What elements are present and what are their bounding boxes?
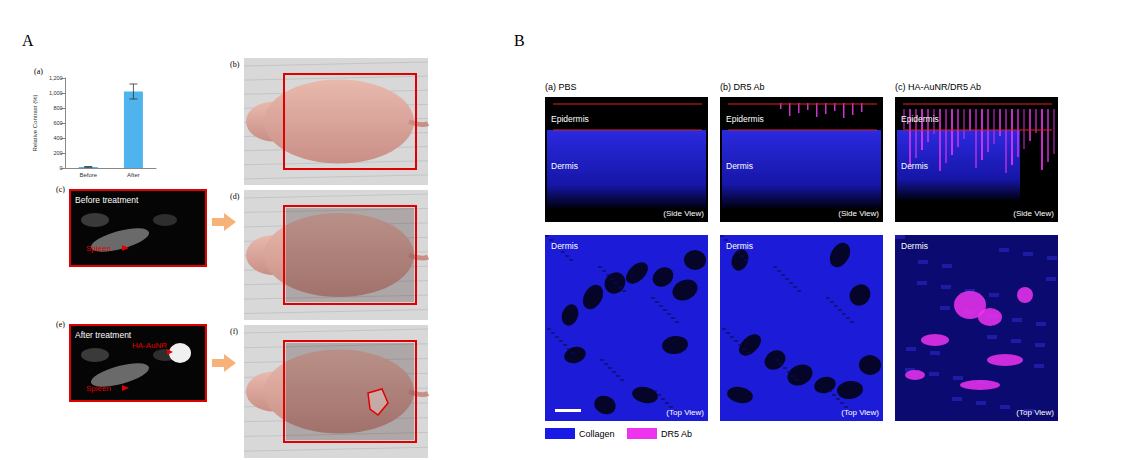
svg-text:(b) DR5 Ab: (b) DR5 Ab xyxy=(720,82,765,92)
svg-text:Before: Before xyxy=(79,172,97,178)
svg-text:600: 600 xyxy=(53,120,62,126)
svg-text:After: After xyxy=(127,172,140,178)
svg-text:(f): (f) xyxy=(230,327,238,336)
svg-text:Collagen: Collagen xyxy=(579,429,615,439)
svg-text:(a): (a) xyxy=(34,67,43,76)
svg-text:0: 0 xyxy=(60,165,63,171)
svg-text:(b): (b) xyxy=(230,60,240,69)
svg-text:(c) HA-AuNR/DR5 Ab: (c) HA-AuNR/DR5 Ab xyxy=(895,82,981,92)
svg-text:200: 200 xyxy=(53,150,62,156)
svg-text:400: 400 xyxy=(53,135,62,141)
svg-text:Epidermis: Epidermis xyxy=(726,114,764,124)
svg-text:(Top View): (Top View) xyxy=(666,408,704,417)
svg-text:800: 800 xyxy=(53,105,62,111)
svg-text:Dermis: Dermis xyxy=(901,161,928,171)
svg-text:Epidermis: Epidermis xyxy=(901,114,939,124)
svg-text:(e): (e) xyxy=(56,320,65,329)
svg-text:Dermis: Dermis xyxy=(551,241,578,251)
svg-text:(Side View): (Side View) xyxy=(663,209,704,218)
svg-text:(c): (c) xyxy=(56,185,65,194)
svg-text:(Side View): (Side View) xyxy=(838,209,879,218)
svg-text:Epidermis: Epidermis xyxy=(551,114,589,124)
svg-text:Spleen: Spleen xyxy=(86,384,111,393)
svg-text:Before treatment: Before treatment xyxy=(75,195,139,205)
svg-text:B: B xyxy=(514,32,525,49)
svg-text:Dermis: Dermis xyxy=(551,161,578,171)
svg-text:Relative Contrast (%): Relative Contrast (%) xyxy=(32,94,38,151)
svg-text:(Top View): (Top View) xyxy=(1016,408,1054,417)
svg-text:(Side View): (Side View) xyxy=(1013,209,1054,218)
svg-text:(d): (d) xyxy=(230,192,240,201)
svg-text:After treatment: After treatment xyxy=(75,330,132,340)
svg-text:A: A xyxy=(22,32,34,49)
svg-text:1,200: 1,200 xyxy=(49,75,63,81)
svg-text:HA-AuNR: HA-AuNR xyxy=(132,341,167,350)
svg-text:DR5 Ab: DR5 Ab xyxy=(661,429,692,439)
svg-text:Dermis: Dermis xyxy=(726,161,753,171)
svg-text:Dermis: Dermis xyxy=(726,241,753,251)
svg-text:1,000: 1,000 xyxy=(49,90,63,96)
svg-text:Spleen: Spleen xyxy=(86,244,111,253)
svg-text:Dermis: Dermis xyxy=(901,241,928,251)
svg-text:(Top View): (Top View) xyxy=(841,408,879,417)
svg-text:(a) PBS: (a) PBS xyxy=(545,82,577,92)
